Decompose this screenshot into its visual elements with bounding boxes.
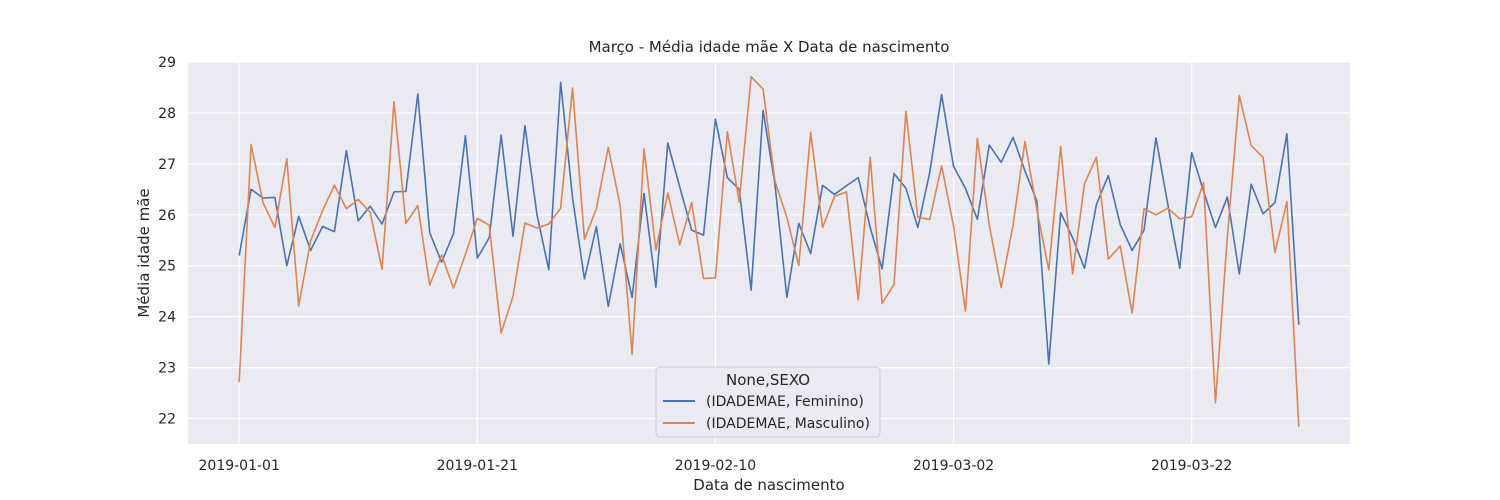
y-tick-label: 24 <box>158 310 176 326</box>
y-axis-label: Média idade mãe <box>135 188 153 317</box>
legend-label-masculino: (IDADEMAE, Masculino) <box>706 416 870 432</box>
y-tick-label: 29 <box>158 55 176 71</box>
y-tick-label: 28 <box>158 106 176 122</box>
y-tick-label: 23 <box>158 361 176 377</box>
series-lines <box>238 75 1300 427</box>
x-tick-label: 2019-01-21 <box>437 458 518 474</box>
y-tick-label: 22 <box>158 412 176 428</box>
x-axis-label: Data de nascimento <box>693 476 844 494</box>
legend-label-feminino: (IDADEMAE, Feminino) <box>706 394 864 410</box>
x-tick-labels: 2019-01-01 2019-01-21 2019-02-10 2019-03-02… <box>199 458 1233 474</box>
y-tick-label: 26 <box>158 208 176 224</box>
x-tick-label: 2019-01-01 <box>199 458 280 474</box>
series-line-masculino <box>238 75 1300 427</box>
y-tick-labels: 22 23 24 25 26 27 28 29 <box>158 55 176 428</box>
series-line-feminino <box>238 81 1300 365</box>
x-tick-label: 2019-03-02 <box>913 458 994 474</box>
x-tick-label: 2019-03-22 <box>1151 458 1232 474</box>
y-tick-label: 27 <box>158 157 176 173</box>
y-tick-label: 25 <box>158 259 176 275</box>
legend: None,SEXO (IDADEMAE, Feminino) (IDADEMAE… <box>655 366 881 438</box>
legend-title: None,SEXO <box>726 371 810 389</box>
legend-box <box>655 366 881 438</box>
x-tick-label: 2019-02-10 <box>675 458 756 474</box>
chart-title: Março - Média idade mãe X Data de nascim… <box>589 38 950 56</box>
